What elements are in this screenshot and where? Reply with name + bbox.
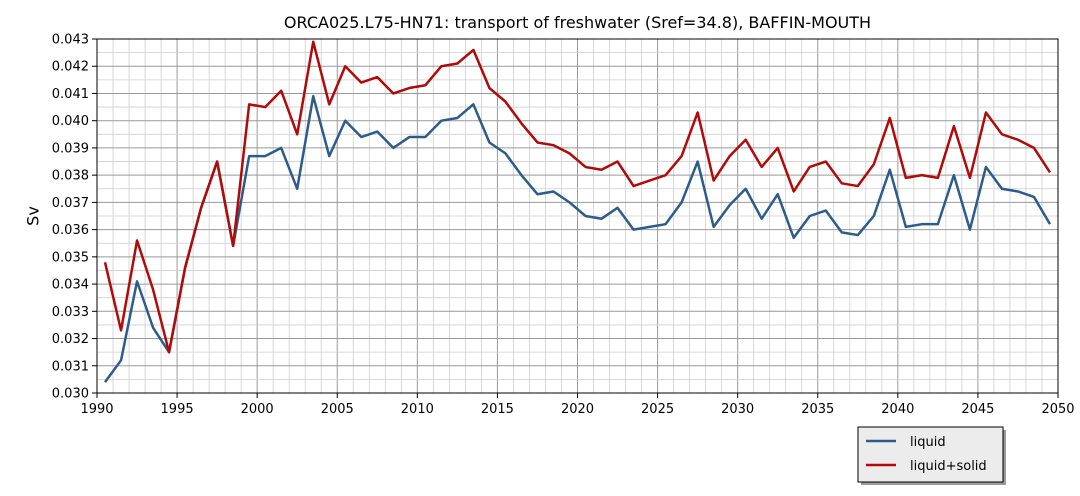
legend: liquid liquid+solid	[857, 426, 1006, 485]
y-tick-label: 0.030	[52, 387, 89, 402]
y-tick-label: 0.040	[52, 114, 89, 129]
x-tick-label: 2020	[561, 402, 594, 417]
chart-title: ORCA025.L75-HN71: transport of freshwate…	[284, 13, 871, 32]
y-tick-label: 0.041	[52, 87, 89, 102]
x-tick-label: 1990	[80, 402, 113, 417]
y-tick-label: 0.035	[52, 250, 89, 265]
x-tick-label: 2040	[881, 402, 914, 417]
y-tick-label: 0.033	[52, 305, 89, 320]
series-line-liquid-solid	[103, 40, 1052, 354]
legend-box	[857, 426, 1004, 483]
grid	[96, 38, 1059, 394]
x-tick-label: 2045	[961, 402, 994, 417]
y-tick-label: 0.036	[52, 223, 89, 238]
legend-label-liquid-solid: liquid+solid	[910, 459, 987, 474]
y-tick-label: 0.038	[52, 169, 89, 184]
y-tick-label: 0.032	[52, 332, 89, 347]
y-tick-label: 0.037	[52, 196, 89, 211]
x-tick-label: 2025	[641, 402, 674, 417]
series-group	[103, 40, 1052, 383]
y-tick-label: 0.034	[52, 278, 89, 293]
y-tick-label: 0.031	[52, 359, 89, 374]
x-tick-label: 2050	[1041, 402, 1074, 417]
y-tick-label: 0.042	[52, 60, 89, 75]
x-tick-label: 2030	[721, 402, 754, 417]
legend-label-liquid: liquid	[910, 435, 946, 450]
y-tick-label: 0.039	[52, 141, 89, 156]
x-tick-label: 1995	[161, 402, 194, 417]
series-line-liquid	[104, 94, 1052, 383]
x-tick-label: 2000	[241, 402, 274, 417]
y-tick-label: 0.043	[52, 33, 89, 48]
y-axis-label: Sv	[24, 206, 43, 226]
x-tick-label: 2005	[321, 402, 354, 417]
x-tick-label: 2015	[481, 402, 514, 417]
ticks: 1990 1995 2000 2005 2010 2015 2020 2025 2030 2035…	[52, 33, 1075, 418]
x-tick-label: 2010	[401, 402, 434, 417]
x-tick-label: 2035	[801, 402, 834, 417]
